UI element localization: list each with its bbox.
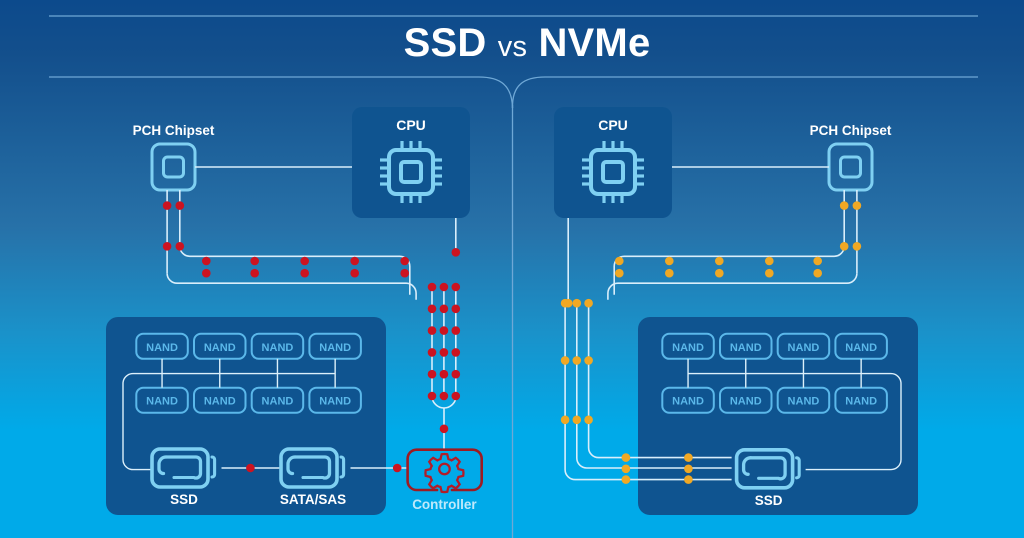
svg-text:CPU: CPU [396,117,426,133]
svg-text:Controller: Controller [412,497,477,512]
svg-text:PCH Chipset: PCH Chipset [133,123,215,138]
svg-text:SSD: SSD [755,493,783,508]
svg-text:SSD vs NVMe: SSD vs NVMe [404,21,651,65]
svg-text:PCH Chipset: PCH Chipset [810,123,892,138]
svg-text:CPU: CPU [598,117,628,133]
svg-text:SSD: SSD [170,492,198,507]
svg-text:SATA/SAS: SATA/SAS [280,492,346,507]
